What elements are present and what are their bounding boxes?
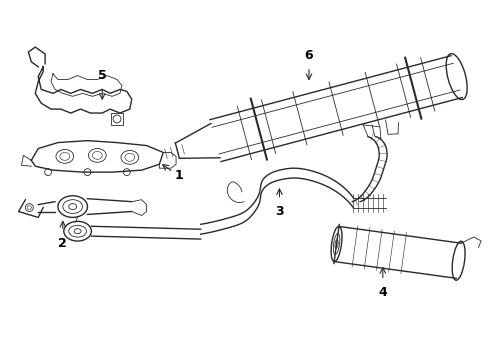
Text: 3: 3 (275, 204, 283, 217)
Text: 6: 6 (304, 49, 313, 62)
Text: 1: 1 (174, 168, 183, 181)
Text: 2: 2 (59, 237, 67, 250)
Text: 4: 4 (378, 286, 386, 299)
Bar (111, 113, 122, 125)
Text: 5: 5 (98, 68, 106, 82)
